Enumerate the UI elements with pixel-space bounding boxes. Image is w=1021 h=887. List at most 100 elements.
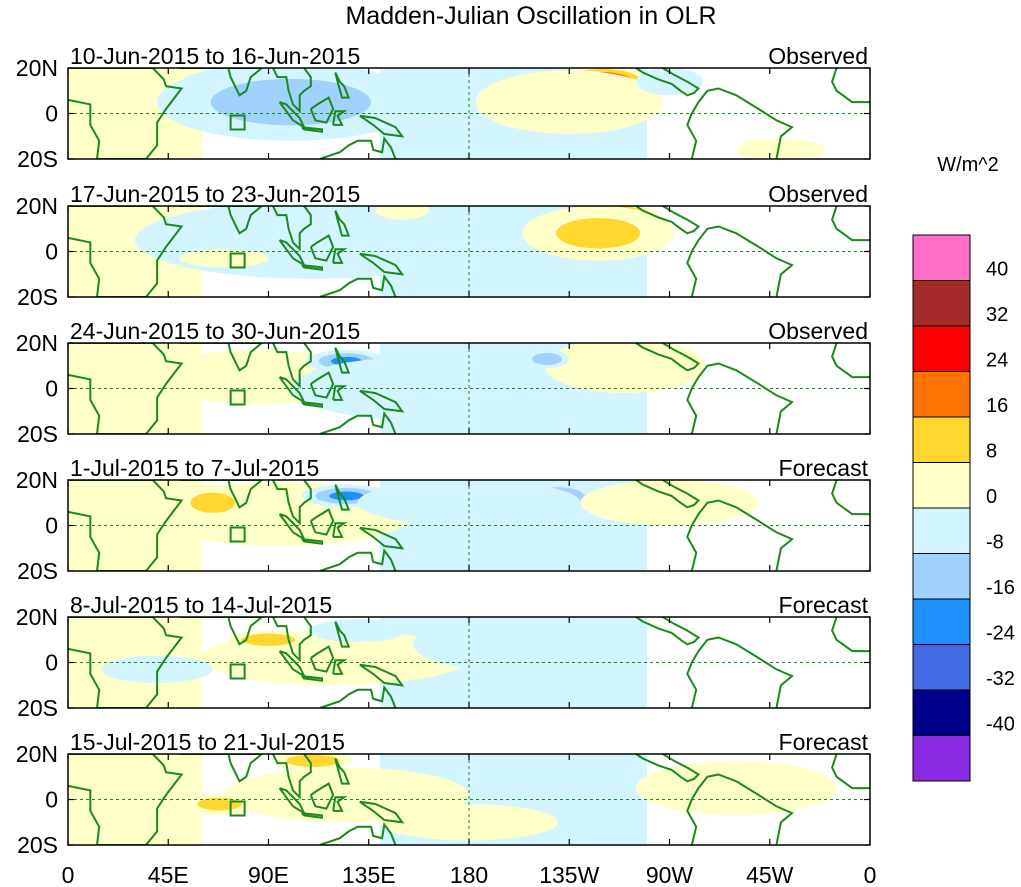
y-tick-label: 20N bbox=[16, 741, 58, 767]
coastline-2 bbox=[179, 754, 264, 783]
coastline-5 bbox=[301, 812, 323, 819]
coastline-10 bbox=[272, 68, 312, 114]
coastline-13 bbox=[831, 68, 870, 104]
coastline-3 bbox=[278, 513, 307, 542]
coastline-8 bbox=[334, 621, 351, 648]
y-tick-label: 20N bbox=[16, 193, 58, 219]
panel-5: 20N 0 20S 8-Jul-2015 to 14-Jul-2015 Forecast bbox=[16, 592, 871, 721]
coastline-12 bbox=[686, 87, 794, 159]
anomaly-contour-7-1 bbox=[580, 480, 759, 526]
x-axis: 0 45E 90E 135E 180 135W 90W 45W 0 bbox=[62, 862, 877, 887]
coastline-5 bbox=[301, 264, 323, 271]
coastline-13 bbox=[831, 617, 870, 653]
panel-4: 20N 0 20S 1-Jul-2015 to 7-Jul-2015 Forecast bbox=[16, 455, 871, 584]
anomaly-contour-7-1 bbox=[636, 760, 837, 816]
anomaly-contour-2-1 bbox=[223, 767, 469, 823]
coastlines bbox=[68, 617, 870, 708]
anomaly-contour-3-3 bbox=[329, 491, 364, 501]
coastline-9 bbox=[319, 410, 397, 434]
coastline-2 bbox=[179, 68, 264, 97]
anomaly-contour-6-2 bbox=[532, 352, 562, 365]
coastline-13 bbox=[831, 206, 870, 242]
colorbar-swatch bbox=[912, 325, 971, 372]
coastline-5 bbox=[301, 126, 323, 133]
x-tick-label: 90E bbox=[248, 862, 289, 887]
coastline-11 bbox=[635, 754, 701, 783]
coastline-9 bbox=[319, 821, 397, 845]
coastline-5 bbox=[301, 401, 323, 408]
y-tick-label: 20N bbox=[16, 604, 58, 630]
colorbar-swatch bbox=[912, 234, 971, 281]
coastline-10 bbox=[272, 343, 312, 389]
colorbar-label: 8 bbox=[986, 441, 997, 463]
anomaly-contour-2-1 bbox=[475, 70, 663, 134]
x-tick-label: 135E bbox=[342, 862, 396, 887]
anomaly-contour-6-1 bbox=[308, 619, 407, 643]
colorbar-label: 24 bbox=[986, 350, 1008, 372]
coastline-3 bbox=[278, 101, 307, 130]
reference-box bbox=[229, 800, 246, 817]
panel-date: 8-Jul-2015 to 14-Jul-2015 bbox=[70, 592, 332, 618]
reference-box bbox=[229, 663, 246, 680]
coastline-10 bbox=[272, 480, 312, 526]
coastline-13 bbox=[831, 754, 870, 790]
y-tick-label: 0 bbox=[45, 101, 58, 127]
panel-kind: Observed bbox=[768, 43, 868, 69]
x-tick-label: 90W bbox=[646, 862, 694, 887]
coastline-3 bbox=[278, 650, 307, 679]
coastline-1 bbox=[68, 754, 184, 845]
colorbar-label: 40 bbox=[986, 259, 1008, 281]
coastline-2 bbox=[179, 480, 264, 509]
y-tick-label: 0 bbox=[45, 513, 58, 539]
coastline-9 bbox=[319, 273, 397, 297]
colorbar-swatch bbox=[912, 280, 971, 327]
coastlines bbox=[68, 754, 870, 845]
anomaly-contour-7-1 bbox=[375, 206, 429, 220]
coastline-4 bbox=[309, 96, 335, 124]
colorbar-label: 32 bbox=[986, 304, 1008, 326]
panel-kind: Forecast bbox=[779, 592, 869, 618]
coastline-7 bbox=[359, 252, 405, 276]
y-tick-label: 20S bbox=[17, 558, 58, 584]
reference-box bbox=[229, 252, 246, 269]
colorbar-label: -32 bbox=[986, 668, 1015, 690]
coastline-1 bbox=[68, 68, 184, 159]
anomaly-contour-1-2 bbox=[286, 754, 340, 767]
anomaly-contour-7-1 bbox=[636, 68, 703, 96]
anomaly-contour-2-2 bbox=[556, 218, 641, 249]
y-tick-label: 0 bbox=[45, 650, 58, 676]
coastlines bbox=[68, 343, 870, 434]
coastline-4 bbox=[309, 782, 335, 810]
y-tick-label: 20S bbox=[17, 421, 58, 447]
panel-date: 17-Jun-2015 to 23-Jun-2015 bbox=[70, 181, 360, 207]
coastline-2 bbox=[179, 343, 264, 372]
x-tick-label: 180 bbox=[450, 862, 488, 887]
coastline-10 bbox=[272, 617, 312, 663]
coastline-1 bbox=[68, 617, 184, 708]
anomaly-contour-2-1 bbox=[544, 343, 706, 394]
coastline-4 bbox=[309, 371, 335, 399]
coastline-7 bbox=[359, 389, 405, 413]
y-tick-label: 20N bbox=[16, 55, 58, 81]
colorbar-swatch bbox=[912, 416, 971, 463]
coastline-13 bbox=[831, 343, 870, 379]
coastline-10 bbox=[272, 754, 312, 800]
coastline-10 bbox=[272, 206, 312, 252]
coastline-12 bbox=[686, 225, 794, 297]
y-tick-label: 20S bbox=[17, 832, 58, 858]
colorbar-swatch bbox=[912, 735, 971, 782]
coastline-8 bbox=[334, 72, 351, 99]
panel-kind: Observed bbox=[768, 318, 868, 344]
colorbar-swatch bbox=[912, 462, 971, 509]
colorbar-swatch bbox=[912, 553, 971, 600]
coastline-9 bbox=[319, 547, 397, 571]
coastlines bbox=[68, 480, 870, 571]
coastline-8 bbox=[334, 210, 351, 237]
colorbar: W/m^2 40 32 24 16 8 0 -8 -16 -24 -32 -40 bbox=[912, 154, 1015, 782]
coastlines bbox=[68, 68, 870, 159]
colorbar-label: 16 bbox=[986, 395, 1008, 417]
x-tick-label: 135W bbox=[539, 862, 599, 887]
coastline-8 bbox=[334, 484, 351, 511]
anomaly-contour-3-2 bbox=[241, 633, 296, 646]
